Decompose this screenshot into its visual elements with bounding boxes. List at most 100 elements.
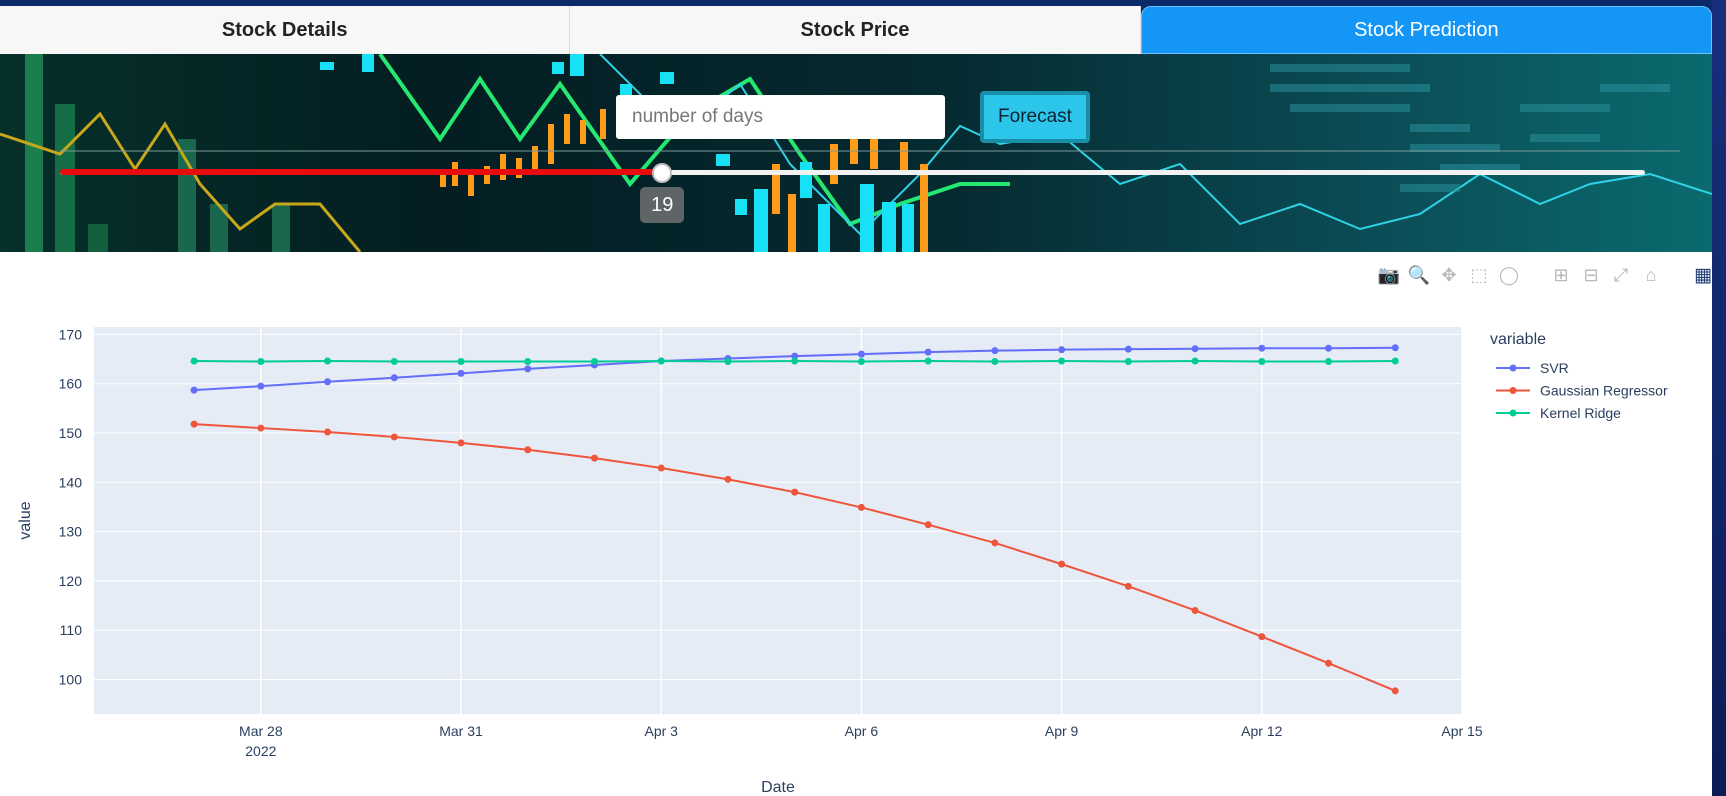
data-point (857, 350, 865, 358)
tab-stock-price[interactable]: Stock Price (570, 6, 1141, 54)
y-tick-label: 150 (59, 425, 83, 441)
data-point (1325, 659, 1333, 667)
forecast-banner: Forecast 19 (0, 54, 1712, 252)
data-point (1058, 346, 1066, 354)
data-point (1258, 633, 1266, 641)
data-point (524, 446, 532, 454)
data-point (991, 539, 999, 547)
data-point (1391, 687, 1399, 695)
data-point (390, 358, 398, 366)
zoom-icon[interactable]: 🔍 (1407, 264, 1431, 285)
data-point (1391, 357, 1399, 365)
data-point (791, 357, 799, 365)
legend-swatch-marker (1509, 387, 1517, 394)
y-tick-label: 140 (59, 474, 83, 490)
data-point (324, 428, 332, 436)
data-point (590, 358, 598, 366)
tab-bar: Stock Details Stock Price Stock Predicti… (0, 6, 1712, 54)
slider-rail[interactable] (60, 170, 1645, 175)
data-point (1325, 358, 1333, 366)
window-edge (1712, 0, 1726, 796)
y-tick-label: 170 (59, 326, 83, 342)
forecast-button[interactable]: Forecast (980, 91, 1090, 143)
data-point (1258, 344, 1266, 352)
stock-background-image (0, 54, 1712, 252)
tab-stock-prediction[interactable]: Stock Prediction (1140, 6, 1712, 54)
data-point (1258, 358, 1266, 366)
data-point (991, 358, 999, 366)
data-point (324, 378, 332, 386)
data-point (924, 357, 932, 365)
data-point (190, 357, 198, 365)
data-point (1124, 358, 1132, 366)
data-point (257, 424, 265, 432)
number-of-days-input[interactable] (616, 95, 945, 139)
autoscale-icon[interactable]: ⤢ (1613, 264, 1629, 285)
data-point (857, 358, 865, 366)
data-point (190, 386, 198, 394)
data-point (390, 433, 398, 441)
reset-axes-icon[interactable]: ⌂ (1645, 264, 1657, 285)
plotly-logo-icon[interactable]: ▦ (1694, 264, 1712, 286)
data-point (1058, 560, 1066, 568)
data-point (1058, 357, 1066, 365)
data-point (724, 358, 732, 366)
data-point (1191, 606, 1199, 614)
x-tick-label: Apr 9 (1045, 723, 1079, 739)
x-axis-title: Date (761, 779, 795, 796)
y-tick-label: 100 (59, 671, 83, 687)
data-point (924, 521, 932, 529)
zoom-out-icon[interactable]: ⊟ (1583, 264, 1599, 285)
data-point (524, 365, 532, 373)
data-point (991, 347, 999, 355)
data-point (257, 382, 265, 390)
y-axis-title: value (17, 501, 34, 539)
data-point (457, 439, 465, 447)
data-point (1391, 344, 1399, 352)
slider-track (60, 169, 663, 175)
x-tick-year-label: 2022 (245, 743, 276, 759)
data-point (1325, 344, 1333, 352)
legend-swatch-marker (1509, 364, 1517, 372)
slider-value-tooltip: 19 (640, 187, 685, 223)
y-tick-label: 160 (59, 376, 83, 392)
data-point (1124, 345, 1132, 353)
x-tick-label: Mar 31 (439, 723, 483, 739)
data-point (590, 454, 598, 462)
data-point (1191, 345, 1199, 353)
zoom-in-icon[interactable]: ⊞ (1553, 264, 1569, 285)
legend-title: variable (1490, 331, 1546, 348)
x-tick-label: Apr 15 (1441, 723, 1482, 739)
y-tick-label: 110 (60, 622, 83, 638)
camera-icon[interactable]: 📷 (1377, 264, 1401, 285)
lasso-select-icon[interactable]: ◯ (1498, 264, 1520, 285)
x-tick-label: Mar 28 (239, 723, 283, 739)
data-point (524, 358, 532, 366)
y-tick-label: 120 (59, 573, 83, 589)
data-point (457, 369, 465, 377)
data-point (390, 374, 398, 382)
data-point (791, 488, 799, 496)
data-point (457, 358, 465, 366)
data-point (657, 357, 665, 365)
y-tick-label: 130 (59, 524, 83, 540)
legend-entry: SVR (1540, 360, 1569, 376)
data-point (1191, 357, 1199, 365)
data-point (1124, 582, 1132, 590)
plot-background (94, 327, 1462, 714)
data-point (190, 420, 198, 428)
prediction-line-chart[interactable]: 100 110 120 130 140 150 160 170 Mar 28 2022 Mar 31… (0, 252, 1712, 796)
data-point (791, 352, 799, 360)
legend-entry: Kernel Ridge (1540, 405, 1621, 421)
data-point (657, 464, 665, 472)
slider-handle[interactable] (652, 163, 673, 183)
x-tick-label: Apr 6 (845, 723, 879, 739)
tab-stock-details[interactable]: Stock Details (0, 6, 571, 54)
x-tick-label: Apr 12 (1241, 723, 1282, 739)
chart-modebar: 📷 🔍 ✥ ⬚ ◯ ⊞ ⊟ ⤢ ⌂ ▦ (1378, 262, 1714, 288)
x-tick-label: Apr 3 (644, 723, 678, 739)
data-point (857, 503, 865, 511)
box-select-icon[interactable]: ⬚ (1470, 264, 1488, 285)
pan-icon[interactable]: ✥ (1441, 264, 1457, 285)
data-point (724, 475, 732, 483)
